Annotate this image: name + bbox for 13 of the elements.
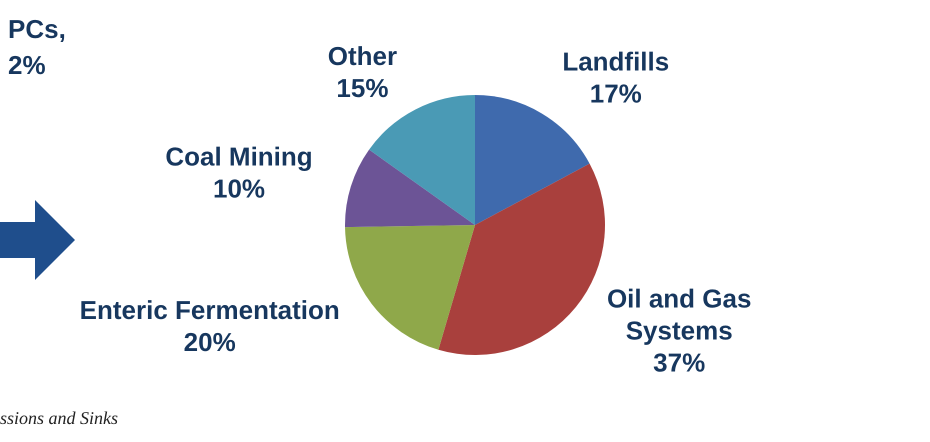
text: ssions and Sinks: [0, 408, 118, 429]
data-label: 17%: [590, 78, 642, 108]
text: PCs,: [8, 14, 66, 45]
data-label: 15%: [336, 73, 388, 104]
slice-label: Enteric Fermentation: [80, 295, 340, 326]
slice-label: Coal Mining: [165, 142, 313, 172]
slice-label: Other: [328, 41, 398, 72]
data-label: 20%: [184, 327, 236, 358]
text: 2%: [8, 50, 46, 81]
slice-label: Landfills: [562, 46, 670, 76]
data-label: 37%: [653, 347, 706, 378]
data-label: 10%: [212, 174, 266, 204]
slice-label: Oil and Gas Systems: [606, 283, 752, 346]
